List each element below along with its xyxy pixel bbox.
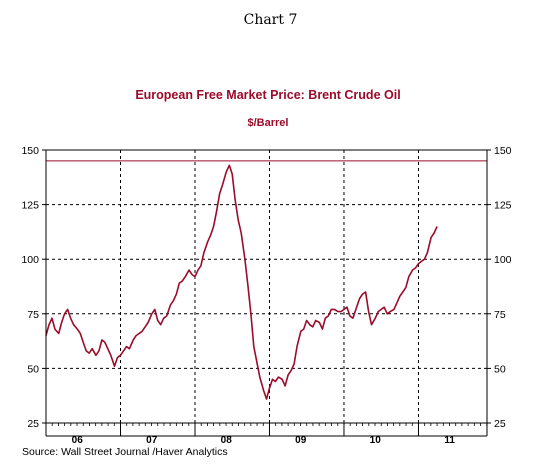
y-tick-label-left: 50 <box>27 363 39 375</box>
chart-tick-labels: 25 25 50 50 75 75 100 100 125 125 150 150 06 07 08 09 10… <box>21 145 511 446</box>
page-title: Chart 7 <box>243 12 298 28</box>
y-tick-label-right: 25 <box>494 418 506 430</box>
chart-series-group <box>45 164 438 400</box>
x-tick-label: 06 <box>72 435 84 446</box>
x-tick-label: 07 <box>146 435 158 446</box>
y-tick-label-left: 125 <box>21 200 39 212</box>
x-tick-label: 11 <box>444 435 455 446</box>
y-tick-label-right: 75 <box>494 309 506 321</box>
chart-subtitle: $/Barrel <box>247 117 289 129</box>
y-tick-label-right: 125 <box>494 200 512 212</box>
y-tick-label-left: 25 <box>27 418 39 430</box>
y-tick-label-right: 50 <box>494 363 506 375</box>
y-tick-label-left: 150 <box>21 145 39 157</box>
y-tick-label-right: 150 <box>494 145 512 157</box>
source-note: Source: Wall Street Journal /Haver Analy… <box>22 446 228 458</box>
chart-grid <box>46 150 487 423</box>
x-tick-label: 08 <box>221 435 233 446</box>
y-tick-label-right: 100 <box>494 254 512 266</box>
chart-axes <box>42 149 491 437</box>
x-tick-label: 10 <box>370 435 382 446</box>
chart-title: European Free Market Price: Brent Crude … <box>135 88 401 102</box>
y-tick-label-left: 100 <box>21 254 39 266</box>
y-tick-label-left: 75 <box>27 309 39 321</box>
series-line <box>45 164 438 400</box>
x-tick-label: 09 <box>295 435 307 446</box>
